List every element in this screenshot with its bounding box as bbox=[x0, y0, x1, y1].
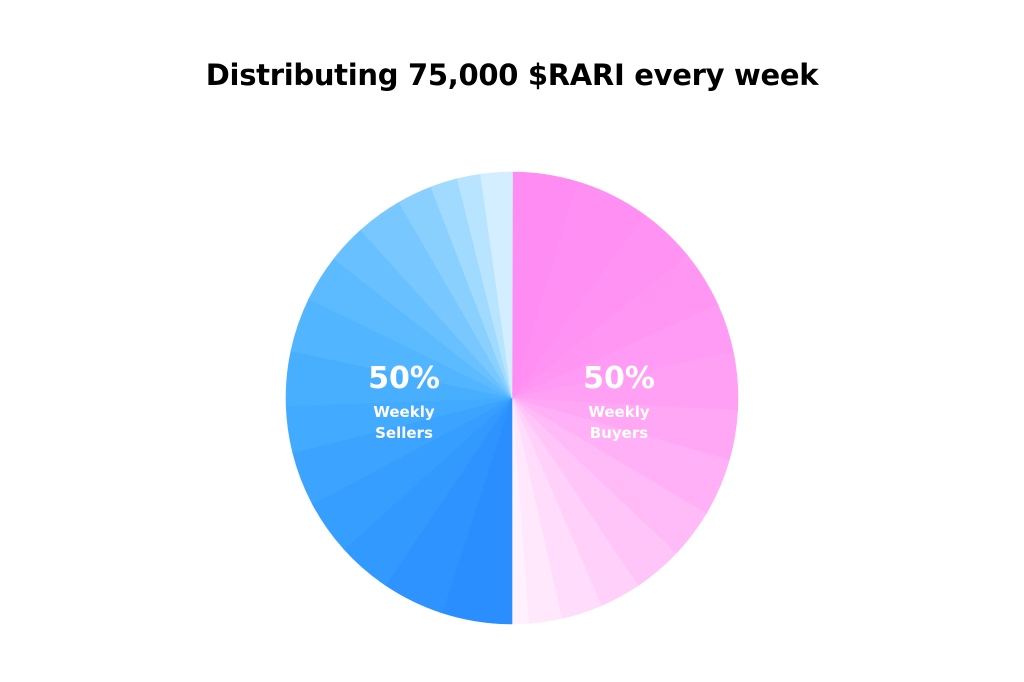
sellers-label-line-2: Sellers bbox=[375, 424, 433, 442]
sellers-percent-label: 50% bbox=[368, 361, 440, 396]
pie-slice-weekly-buyers bbox=[511, 171, 739, 625]
buyers-percent-label: 50% bbox=[583, 361, 655, 396]
sellers-label-line-1: Weekly bbox=[373, 403, 434, 421]
chart-title: Distributing 75,000 $RARI every week bbox=[205, 58, 819, 92]
pie-slice-weekly-sellers bbox=[285, 171, 513, 625]
pie-slice-weekly-sellers-segment bbox=[480, 171, 513, 399]
buyers-label-line-1: Weekly bbox=[588, 403, 649, 421]
buyers-label-line-2: Buyers bbox=[590, 424, 648, 442]
